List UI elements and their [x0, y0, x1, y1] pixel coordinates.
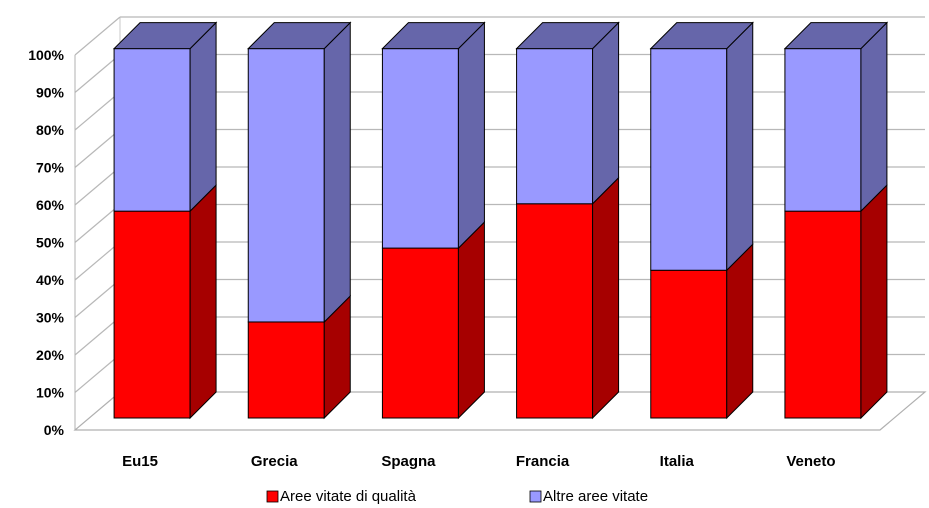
gridline-diagonal	[74, 54, 121, 93]
gridline-diagonal	[74, 129, 121, 168]
bar-segment-altre	[113, 48, 191, 212]
bar-side-qualita	[189, 183, 217, 420]
bar-top-cap	[649, 22, 754, 50]
x-category-label: Italia	[660, 453, 695, 470]
gridline-diagonal	[74, 91, 121, 131]
bar-segment-altre	[247, 48, 325, 323]
bar-side-altre	[323, 21, 351, 324]
bar-side-altre	[189, 21, 217, 213]
bar-side-altre	[726, 21, 754, 272]
bar-side-qualita	[860, 183, 888, 420]
bar-group-veneto	[783, 21, 889, 420]
gridline-diagonal	[74, 166, 121, 206]
bar-segment-altre	[516, 48, 594, 205]
gridline-diagonal	[74, 316, 121, 356]
y-tick-label: 60%	[36, 197, 65, 213]
bar-group-grecia	[247, 21, 352, 420]
x-category-label: Francia	[516, 453, 570, 470]
legend-item-qualita: Aree vitate di qualità	[266, 488, 417, 505]
y-tick-label: 0%	[44, 422, 65, 438]
legend-swatch	[266, 490, 279, 503]
y-tick-label: 30%	[36, 310, 65, 326]
bar-side-altre	[592, 21, 620, 205]
gridline-diagonal	[74, 241, 121, 281]
bar-top-cap	[381, 22, 486, 50]
bar-side-qualita	[592, 176, 620, 420]
legend-label: Altre aree vitate	[543, 488, 648, 505]
legend: Aree vitate di qualità Altre aree vitate	[266, 488, 648, 505]
y-tick-label: 40%	[36, 272, 65, 288]
y-tick-label: 20%	[36, 347, 65, 363]
bar-segment-altre	[650, 48, 728, 271]
bar-segment-altre	[381, 48, 459, 249]
x-category-label: Veneto	[786, 453, 835, 470]
legend-swatch	[529, 490, 542, 503]
bar-segment-qualita	[784, 210, 862, 419]
bar-side-altre	[860, 21, 888, 213]
x-category-label: Eu15	[122, 453, 158, 470]
bar-side-altre	[457, 21, 485, 250]
gridline-diagonal	[74, 204, 121, 243]
bar-top-cap	[247, 22, 352, 50]
bar-segment-qualita	[650, 269, 728, 419]
legend-item-altre: Altre aree vitate	[529, 488, 648, 505]
bar-segment-qualita	[247, 321, 325, 419]
y-tick-label: 80%	[36, 122, 65, 138]
bar-top-cap	[112, 22, 218, 50]
bar-segment-qualita	[113, 210, 191, 419]
gridline-diagonal	[74, 279, 121, 318]
y-tick-label: 10%	[36, 385, 65, 401]
y-axis-ticks: 0% 10% 20% 30% 40% 50% 60% 70% 80% 90% 100%	[28, 47, 64, 438]
y-tick-label: 70%	[36, 160, 65, 176]
bar-group-spagna	[381, 21, 486, 420]
bar-segment-qualita	[381, 247, 459, 419]
legend-label: Aree vitate di qualità	[280, 488, 417, 505]
bar-top-cap	[783, 22, 889, 50]
bar-segment-altre	[784, 48, 862, 212]
bar-group-eu15	[112, 21, 218, 420]
y-tick-label: 90%	[36, 85, 65, 101]
x-category-label: Grecia	[251, 453, 298, 470]
bars	[112, 21, 889, 420]
bar-group-francia	[515, 21, 620, 420]
bar-top-cap	[515, 22, 620, 50]
y-tick-label: 50%	[36, 235, 65, 251]
x-axis-categories: Eu15 Grecia Spagna Francia Italia Veneto	[122, 453, 835, 470]
x-category-label: Spagna	[381, 453, 436, 470]
bar-side-qualita	[726, 243, 754, 420]
bar-segment-qualita	[516, 203, 594, 419]
gridline-diagonal	[74, 16, 121, 56]
gridline-diagonal	[74, 354, 121, 393]
bar-group-italia	[649, 21, 754, 420]
bar-side-qualita	[457, 220, 485, 420]
y-tick-label: 100%	[28, 47, 64, 63]
